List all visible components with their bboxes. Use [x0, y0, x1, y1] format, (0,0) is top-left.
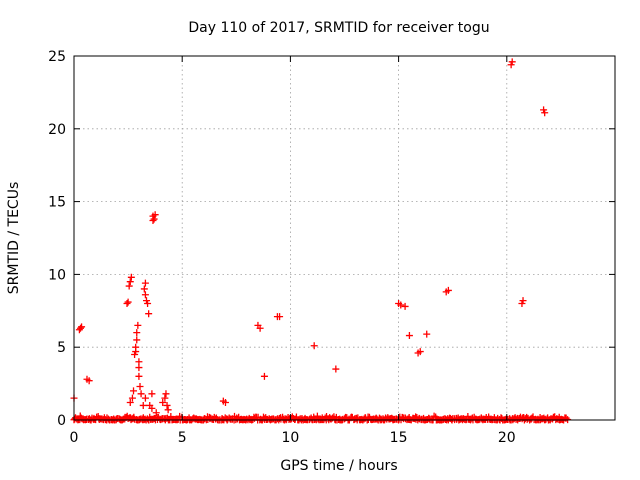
data-point: [126, 399, 134, 407]
data-point: [127, 273, 135, 281]
data-point: [78, 323, 86, 331]
chart-title: Day 110 of 2017, SRMTID for receiver tog…: [188, 20, 489, 36]
data-point: [85, 377, 93, 385]
data-point: [163, 401, 171, 409]
x-axis-label: GPS time / hours: [280, 458, 397, 474]
x-tick-label: 5: [178, 430, 187, 446]
data-point: [151, 211, 159, 219]
data-point: [423, 330, 431, 338]
y-axis-tick-labels: 0 5 10 15 20 25: [48, 49, 66, 429]
data-point: [124, 298, 132, 306]
data-point: [162, 390, 170, 398]
data-point: [152, 409, 160, 417]
data-point: [508, 58, 516, 66]
x-axis-tick-labels: 0 5 10 15 20: [70, 430, 516, 446]
y-tick-label: 20: [48, 122, 66, 138]
data-point: [332, 365, 340, 373]
data-point: [310, 342, 318, 350]
y-tick-label: 25: [48, 49, 66, 65]
data-point: [140, 285, 148, 293]
data-point: [144, 300, 152, 308]
y-tick-label: 5: [57, 340, 66, 356]
data-point: [139, 401, 147, 409]
data-point: [126, 278, 134, 286]
data-point: [161, 394, 169, 402]
data-point: [416, 348, 424, 356]
data-point: [141, 279, 149, 287]
data-point: [401, 302, 409, 310]
data-point: [397, 301, 405, 309]
data-point: [260, 372, 268, 380]
data-point: [149, 217, 157, 225]
y-tick-label: 0: [57, 413, 66, 429]
data-point: [76, 324, 84, 332]
y-axis-label: SRMTID / TECUs: [6, 182, 22, 295]
data-point: [133, 336, 141, 344]
data-point: [133, 329, 141, 337]
data-point: [145, 310, 153, 318]
data-point: [123, 300, 131, 308]
data-point: [141, 291, 149, 299]
y-tick-label: 15: [48, 195, 66, 211]
data-point: [135, 372, 143, 380]
data-point: [276, 313, 284, 321]
data-point: [125, 282, 133, 290]
x-tick-label: 0: [70, 430, 79, 446]
data-point: [132, 348, 140, 356]
data-point: [405, 332, 413, 340]
baseline-point: [129, 414, 137, 422]
grid-lines: [74, 56, 615, 420]
axis-ticks: [73, 55, 615, 421]
data-point: [135, 364, 143, 372]
data-point: [221, 399, 229, 407]
data-point: [137, 390, 145, 398]
data-point: [519, 297, 527, 305]
data-series-srmtid: [70, 58, 572, 424]
data-point: [164, 406, 172, 414]
data-point: [148, 404, 156, 412]
y-tick-label: 10: [48, 267, 66, 283]
data-point: [444, 286, 452, 294]
baseline-point: [430, 412, 438, 420]
data-point: [150, 215, 158, 223]
data-point: [136, 383, 144, 391]
x-tick-label: 15: [390, 430, 408, 446]
x-tick-label: 20: [498, 430, 516, 446]
x-tick-label: 10: [281, 430, 299, 446]
data-point: [128, 394, 136, 402]
data-point: [134, 321, 142, 329]
data-point: [256, 324, 264, 332]
data-point: [141, 394, 149, 402]
data-point: [148, 390, 156, 398]
data-point: [130, 387, 138, 395]
data-point: [159, 399, 167, 407]
plot-frame: [73, 55, 616, 421]
data-point: [541, 109, 549, 117]
